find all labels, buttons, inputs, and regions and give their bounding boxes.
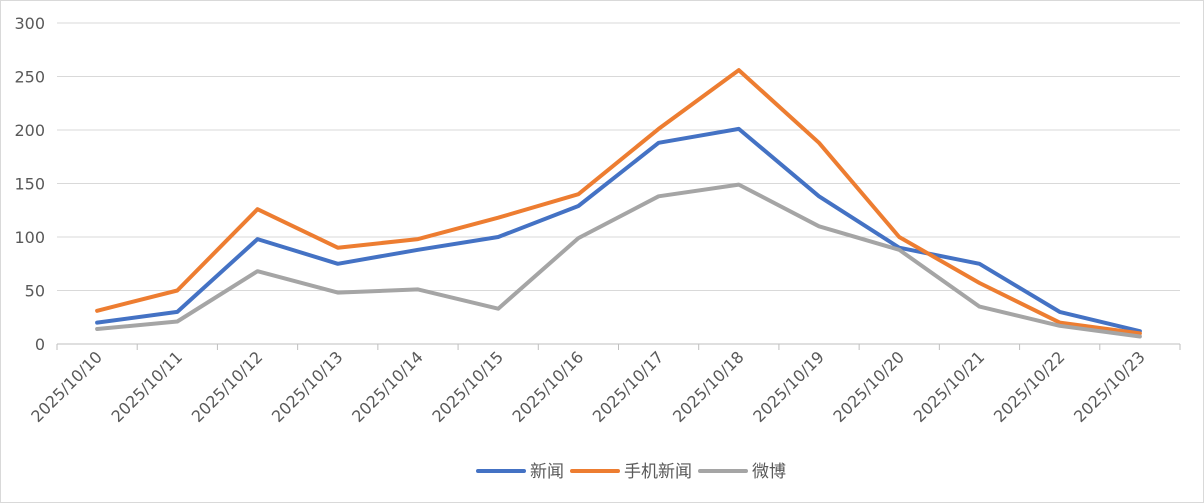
y-tick-label: 50 (25, 282, 45, 301)
y-axis: 0 50 100 150 200 250 300 (14, 14, 45, 354)
x-tick-label: 2025/10/14 (348, 347, 427, 426)
x-tick-label: 2025/10/13 (268, 347, 347, 426)
x-tick-label: 2025/10/12 (188, 347, 267, 426)
grid (57, 22, 1180, 291)
x-tick-label: 2025/10/18 (669, 347, 748, 426)
x-tick-label: 2025/10/23 (1070, 347, 1149, 426)
y-tick-label: 100 (14, 228, 45, 247)
x-axis: 2025/10/10 2025/10/11 2025/10/12 2025/10/13… (27, 343, 1181, 426)
series-lines (95, 68, 1142, 339)
x-tick-label: 2025/10/10 (27, 347, 106, 426)
y-tick-label: 200 (14, 121, 45, 140)
x-tick-label: 2025/10/20 (829, 347, 908, 426)
x-tick-label: 2025/10/11 (108, 347, 187, 426)
y-tick-label: 0 (35, 335, 45, 354)
legend-label-2: 微博 (752, 462, 786, 482)
series-line-1 (95, 68, 1142, 336)
y-tick-label: 300 (14, 14, 45, 33)
x-tick-label: 2025/10/17 (589, 347, 668, 426)
x-tick-label: 2025/10/19 (749, 347, 828, 426)
x-tick-label: 2025/10/21 (910, 347, 989, 426)
series-line-2 (95, 182, 1142, 339)
legend: 新闻 手机新闻 微博 (476, 462, 786, 482)
legend-label-1: 手机新闻 (624, 462, 692, 482)
y-tick-label: 250 (14, 68, 45, 87)
x-tick-label: 2025/10/15 (428, 347, 507, 426)
x-tick-label: 2025/10/22 (990, 347, 1069, 426)
legend-label-0: 新闻 (530, 462, 564, 482)
x-tick-label: 2025/10/16 (509, 347, 588, 426)
y-tick-label: 150 (14, 175, 45, 194)
series-line-0 (95, 126, 1142, 334)
